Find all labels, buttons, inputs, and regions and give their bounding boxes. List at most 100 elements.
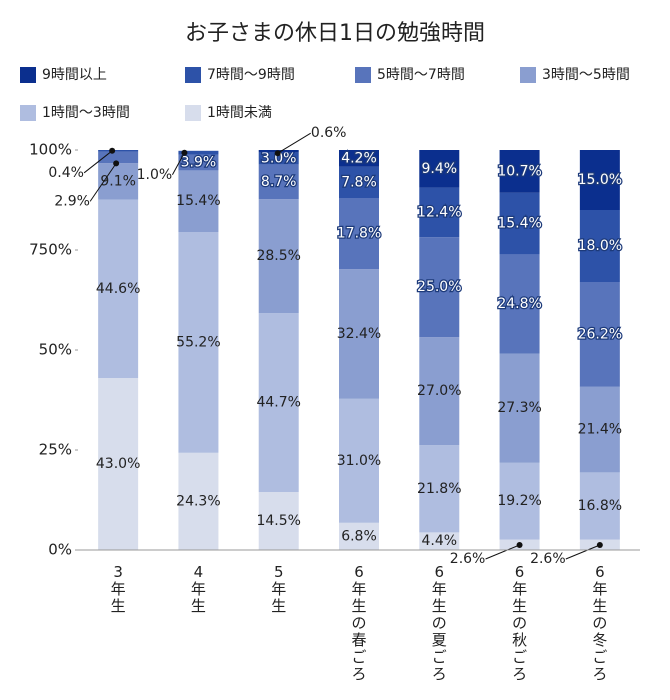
data-label: 0.6% (311, 125, 347, 141)
x-tick-label: 6 年生の冬ごろ (592, 563, 607, 683)
data-label: 28.5% (256, 248, 300, 264)
bar-segment (419, 187, 460, 238)
bar-segment (98, 163, 139, 200)
legend-swatch (20, 105, 36, 121)
data-label: 0.4% (48, 165, 84, 181)
bar-segment (579, 386, 620, 473)
data-label: 44.6% (96, 281, 140, 297)
bar-segment (258, 152, 299, 165)
y-tick-label: 0% (48, 541, 72, 559)
x-tick-label: 6 年生の夏ごろ (432, 563, 447, 683)
data-label: 6.8% (341, 528, 377, 544)
data-label: 21.4% (578, 422, 622, 438)
bar-segment (98, 378, 139, 550)
data-label: 2.6% (530, 551, 566, 567)
x-tick-label: 6 年生の秋ごろ (512, 563, 527, 683)
legend-label: 1時間〜3時間 (42, 105, 130, 121)
data-label: 18.0% (578, 238, 622, 254)
y-tick-label: 25% (39, 441, 72, 459)
bar-segment (419, 445, 460, 533)
bar-segment (499, 150, 540, 193)
data-label: 24.3% (176, 493, 220, 509)
bar-segment (339, 269, 379, 399)
data-label: 25.0% (417, 279, 461, 295)
data-label: 9.1% (100, 173, 136, 189)
x-tick-label: 3 年生 (111, 563, 126, 615)
data-label: 1.0% (137, 167, 173, 183)
bar-segment (98, 151, 139, 164)
data-label: 15.0% (578, 172, 622, 188)
legend-swatch (355, 67, 371, 83)
data-label: 44.7% (256, 395, 300, 411)
bar-segment (419, 150, 460, 188)
bar-segment (339, 166, 379, 198)
leader-line (565, 544, 601, 560)
bar-segment (258, 313, 299, 492)
leader-line (83, 150, 113, 174)
bar-segment (339, 198, 379, 270)
data-label: 7.8% (341, 174, 377, 190)
legend-swatch (185, 105, 201, 121)
data-label: 15.4% (176, 193, 220, 209)
bar-segment (419, 337, 460, 446)
data-label: 3.9% (181, 155, 217, 171)
data-label: 24.8% (497, 296, 541, 312)
data-label: 26.2% (578, 326, 622, 342)
leader-line (171, 152, 185, 176)
data-label: 4.4% (421, 533, 457, 549)
bar-segment (339, 398, 379, 523)
legend-label: 9時間以上 (42, 67, 107, 83)
bar-segment (499, 254, 540, 354)
leader-line (89, 163, 117, 202)
data-label: 12.4% (417, 204, 461, 220)
data-label: 9.4% (421, 161, 457, 177)
data-label: 8.7% (261, 174, 297, 190)
bar-segment (339, 150, 379, 167)
bar-segment (98, 199, 139, 378)
bar-segment (579, 472, 620, 540)
bar-segment (579, 210, 620, 282)
data-label: 32.4% (337, 326, 381, 342)
bar-segment (258, 199, 299, 314)
bar-segment (178, 232, 219, 453)
legend-swatch (20, 67, 36, 83)
data-label: 17.8% (337, 226, 381, 242)
bar-segment (419, 237, 460, 338)
bar-segment (178, 154, 219, 171)
bar-segment (579, 150, 620, 210)
leader-line (485, 544, 520, 560)
legend-label: 1時間未満 (207, 105, 272, 121)
data-label: 55.2% (176, 334, 220, 350)
y-tick-label: 100% (29, 141, 72, 159)
leader-line (277, 132, 311, 154)
data-label: 2.6% (450, 551, 486, 567)
legend-label: 7時間〜9時間 (207, 67, 295, 83)
data-label: 14.5% (256, 513, 300, 529)
y-tick-label: 750% (29, 241, 72, 259)
data-label: 27.3% (497, 400, 541, 416)
x-tick-label: 5 年生 (271, 563, 286, 615)
data-label: 3.0% (261, 150, 297, 166)
bar-segment (98, 150, 139, 152)
data-label: 31.0% (337, 453, 381, 469)
data-label: 27.0% (417, 383, 461, 399)
bar-segment (258, 164, 299, 200)
bar-segment (499, 462, 540, 540)
bar-segment (178, 150, 219, 155)
bar-segment (178, 170, 219, 232)
bar-segment (579, 282, 620, 387)
bar-segment (499, 353, 540, 463)
bar-segment (258, 492, 299, 550)
x-tick-label: 4 年生 (191, 563, 206, 615)
data-label: 10.7% (497, 163, 541, 179)
data-label: 2.9% (54, 193, 90, 209)
legend-label: 3時間〜5時間 (542, 67, 630, 83)
data-label: 16.8% (578, 498, 622, 514)
legend-swatch (520, 67, 536, 83)
bar-segment (499, 192, 540, 255)
data-label: 43.0% (96, 456, 140, 472)
bar-segment (419, 532, 460, 550)
x-tick-label: 6 年生の春ごろ (351, 563, 366, 683)
legend-swatch (185, 67, 201, 83)
